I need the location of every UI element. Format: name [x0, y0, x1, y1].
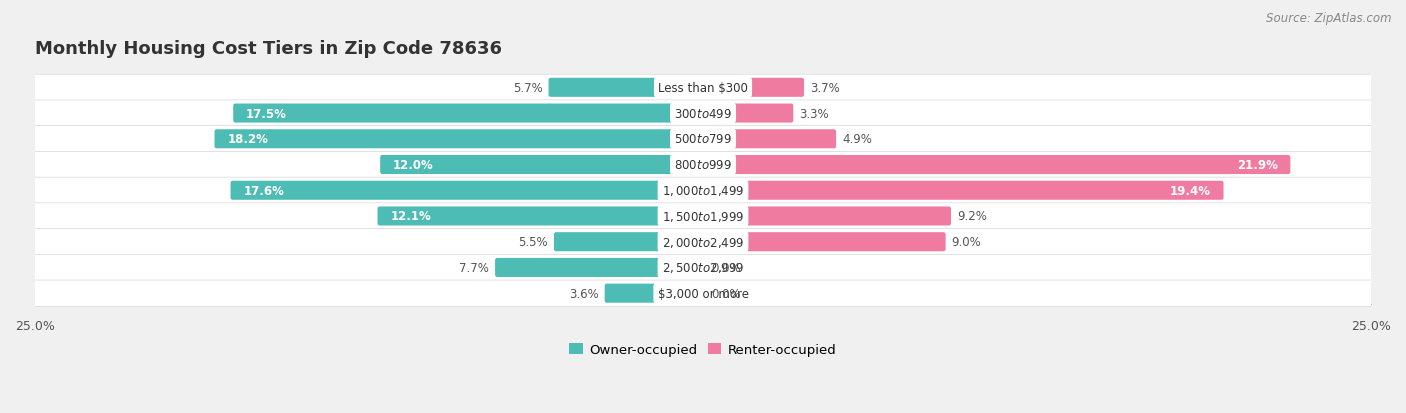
FancyBboxPatch shape: [31, 152, 1375, 178]
Text: 3.6%: 3.6%: [569, 287, 599, 300]
FancyBboxPatch shape: [215, 130, 706, 149]
FancyBboxPatch shape: [700, 233, 946, 252]
Text: 12.1%: 12.1%: [391, 210, 432, 223]
FancyBboxPatch shape: [700, 104, 793, 123]
Legend: Owner-occupied, Renter-occupied: Owner-occupied, Renter-occupied: [564, 338, 842, 362]
Text: $2,000 to $2,499: $2,000 to $2,499: [662, 235, 744, 249]
FancyBboxPatch shape: [700, 130, 837, 149]
Text: $1,000 to $1,499: $1,000 to $1,499: [662, 184, 744, 198]
Text: $500 to $799: $500 to $799: [673, 133, 733, 146]
Text: $800 to $999: $800 to $999: [673, 159, 733, 171]
FancyBboxPatch shape: [31, 203, 1375, 230]
FancyBboxPatch shape: [548, 78, 706, 97]
FancyBboxPatch shape: [380, 156, 706, 175]
FancyBboxPatch shape: [554, 233, 706, 252]
Text: 3.7%: 3.7%: [810, 82, 839, 95]
Text: 4.9%: 4.9%: [842, 133, 872, 146]
Text: 5.5%: 5.5%: [519, 236, 548, 249]
Text: 19.4%: 19.4%: [1170, 184, 1211, 197]
FancyBboxPatch shape: [233, 104, 706, 123]
Text: Monthly Housing Cost Tiers in Zip Code 78636: Monthly Housing Cost Tiers in Zip Code 7…: [35, 40, 502, 58]
FancyBboxPatch shape: [31, 255, 1375, 281]
FancyBboxPatch shape: [31, 101, 1375, 127]
FancyBboxPatch shape: [700, 78, 804, 97]
Text: Less than $300: Less than $300: [658, 82, 748, 95]
FancyBboxPatch shape: [700, 156, 1291, 175]
FancyBboxPatch shape: [31, 75, 1375, 101]
Text: 17.6%: 17.6%: [243, 184, 284, 197]
Text: Source: ZipAtlas.com: Source: ZipAtlas.com: [1267, 12, 1392, 25]
Text: 0.0%: 0.0%: [711, 287, 741, 300]
FancyBboxPatch shape: [378, 207, 706, 226]
Text: 3.3%: 3.3%: [799, 107, 828, 120]
Text: 7.7%: 7.7%: [460, 261, 489, 274]
Text: $3,000 or more: $3,000 or more: [658, 287, 748, 300]
Text: 21.9%: 21.9%: [1237, 159, 1278, 171]
Text: 17.5%: 17.5%: [246, 107, 287, 120]
FancyBboxPatch shape: [700, 207, 950, 226]
FancyBboxPatch shape: [605, 284, 706, 303]
FancyBboxPatch shape: [31, 280, 1375, 306]
Text: 18.2%: 18.2%: [228, 133, 269, 146]
FancyBboxPatch shape: [231, 181, 706, 200]
FancyBboxPatch shape: [700, 181, 1223, 200]
Text: $1,500 to $1,999: $1,500 to $1,999: [662, 209, 744, 223]
Text: $2,500 to $2,999: $2,500 to $2,999: [662, 261, 744, 275]
Text: $300 to $499: $300 to $499: [673, 107, 733, 120]
FancyBboxPatch shape: [31, 178, 1375, 204]
FancyBboxPatch shape: [31, 229, 1375, 255]
Text: 12.0%: 12.0%: [394, 159, 434, 171]
Text: 9.2%: 9.2%: [957, 210, 987, 223]
FancyBboxPatch shape: [495, 258, 706, 277]
Text: 9.0%: 9.0%: [952, 236, 981, 249]
FancyBboxPatch shape: [31, 126, 1375, 152]
Text: 5.7%: 5.7%: [513, 82, 543, 95]
Text: 0.0%: 0.0%: [711, 261, 741, 274]
